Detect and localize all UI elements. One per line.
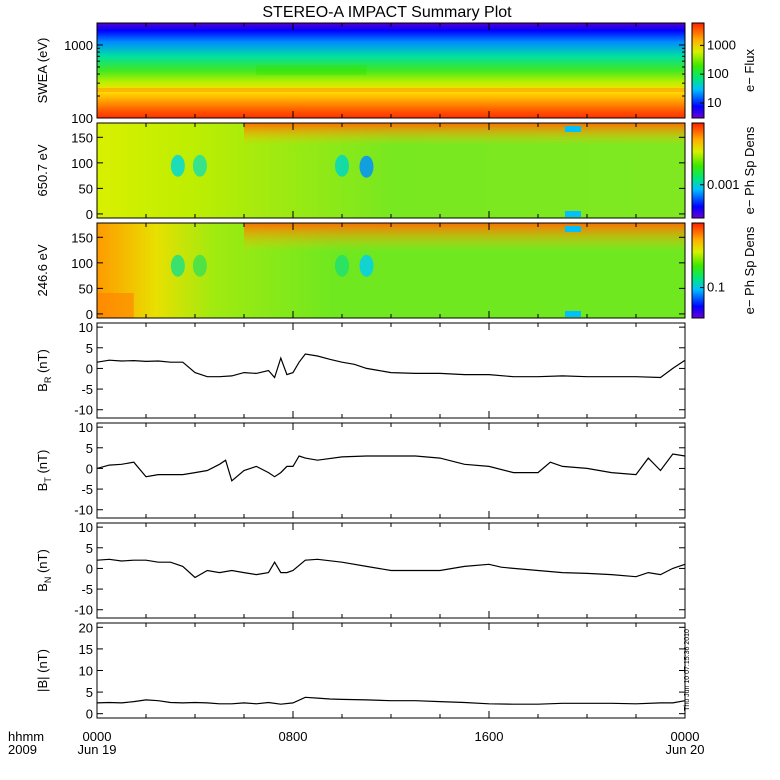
bt-ylabel: BT (nT) <box>35 450 53 492</box>
br-ytick-label-2: 0 <box>86 361 93 376</box>
bmag-ytick-label-4: 20 <box>79 620 93 635</box>
bmag-ytick-label-0: 0 <box>86 707 93 722</box>
br-ytick-label-0: -10 <box>74 403 93 418</box>
bmag-ylabel: |B| (nT) <box>35 649 50 692</box>
pad246-ytick-label-1: 50 <box>79 281 93 296</box>
bt-ytick-label-3: 5 <box>86 441 93 456</box>
pad650-ytick-label-2: 100 <box>71 156 93 171</box>
bn-ytick-label-1: -5 <box>81 582 93 597</box>
bn-ytick-label-0: -10 <box>74 603 93 618</box>
pad246-ytick-label-2: 100 <box>71 256 93 271</box>
bn-ytick-label-3: 5 <box>86 541 93 556</box>
panel-swea: 10 100 1000 e− Flux 100 1000 SWEA (eV) <box>35 22 757 126</box>
time-tick-label-2: 1600 <box>475 729 504 744</box>
bt-line <box>96 453 686 482</box>
pad246-ytick-label-3: 150 <box>71 230 93 245</box>
plot-title: STEREO-A IMPACT Summary Plot <box>262 4 512 21</box>
pad650-ytick-label-0: 0 <box>86 207 93 222</box>
bn-line <box>96 558 686 579</box>
bmag-series <box>96 696 686 705</box>
br-ytick-label-3: 5 <box>86 341 93 356</box>
panel-bt: -10 -5 0 5 10 BT (nT) <box>35 420 686 519</box>
swea-ylabel: SWEA (eV) <box>35 38 50 104</box>
swea-ytick-label-0: 100 <box>71 111 93 126</box>
time-tick-label-0: 0000 <box>83 729 112 744</box>
swea-colorbar: 10 100 1000 e− Flux <box>691 22 757 119</box>
swea-colorbar-tick-label-2: 1000 <box>707 37 736 52</box>
pad246-colorbar-label: e− Ph Sp Dens <box>742 226 757 314</box>
br-ylabel: BR (nT) <box>35 349 53 392</box>
br-ytick-label-4: 10 <box>79 320 93 335</box>
pad246-colorbar: 0.1 e− Ph Sp Dens <box>691 222 757 319</box>
pad246-spectrogram <box>97 223 685 318</box>
bt-ytick-label-4: 10 <box>79 420 93 435</box>
pad650-ylabel: 650.7 eV <box>35 144 50 196</box>
br-frame <box>96 322 686 419</box>
swea-colorbar-label: e− Flux <box>742 49 757 92</box>
bt-ytick-label-1: -5 <box>81 482 93 497</box>
panel-pad246: 0.1 e− Ph Sp Dens 0 50 100 150 246.6 eV <box>35 222 757 322</box>
bn-ytick-label-2: 0 <box>86 561 93 576</box>
pad246-ylabel: 246.6 eV <box>35 244 50 296</box>
pad650-colorbar: 0.001 e− Ph Sp Dens <box>691 122 757 219</box>
pad650-ytick-label-1: 50 <box>79 181 93 196</box>
swea-colorbar-tick-label-1: 100 <box>707 66 729 81</box>
bt-series <box>96 453 686 482</box>
pad650-ytick-label-3: 150 <box>71 130 93 145</box>
swea-ytick-label-1: 1000 <box>64 38 93 53</box>
pad246-ytick-label-0: 0 <box>86 307 93 322</box>
pad246-colorbar-tick-label-0: 0.1 <box>707 280 725 295</box>
bn-ytick-label-4: 10 <box>79 520 93 535</box>
bmag-ytick-label-1: 5 <box>86 685 93 700</box>
pad650-spectrogram <box>97 123 685 218</box>
swea-colorbar-tick-label-0: 10 <box>707 95 721 110</box>
br-series <box>96 353 686 379</box>
swea-spectrogram <box>97 23 685 118</box>
time-tick-date-3: Jun 20 <box>665 742 704 757</box>
panel-bn: -10 -5 0 5 10 BN (nT) <box>35 520 686 619</box>
panel-pad650: 0.001 e− Ph Sp Dens 0 50 100 150 650.7 eV <box>35 122 757 222</box>
timestamp-label: Thu Jun 10 07:15:36 2010 <box>684 629 691 711</box>
br-line <box>96 353 686 379</box>
bmag-line <box>96 696 686 705</box>
pad650-colorbar-tick-label-0: 0.001 <box>707 177 740 192</box>
bt-ytick-label-0: -10 <box>74 503 93 518</box>
time-tick-label-1: 0800 <box>279 729 308 744</box>
bmag-ytick-label-3: 15 <box>79 642 93 657</box>
panel-br: -10 -5 0 5 10 BR (nT) <box>35 320 686 419</box>
br-ytick-label-1: -5 <box>81 382 93 397</box>
bn-series <box>96 558 686 579</box>
time-corner-label-2: 2009 <box>8 742 37 757</box>
bmag-ytick-label-2: 10 <box>79 664 93 679</box>
time-corner-label-1: hhmm <box>8 729 44 744</box>
bt-ytick-label-2: 0 <box>86 461 93 476</box>
pad650-colorbar-label: e− Ph Sp Dens <box>742 126 757 214</box>
time-tick-date-0: Jun 19 <box>77 742 116 757</box>
time-tick-label-3: 0000 <box>671 729 700 744</box>
bn-ylabel: BN (nT) <box>35 549 53 592</box>
panel-bmag: 0 5 10 15 20 |B| (nT) <box>35 620 686 722</box>
